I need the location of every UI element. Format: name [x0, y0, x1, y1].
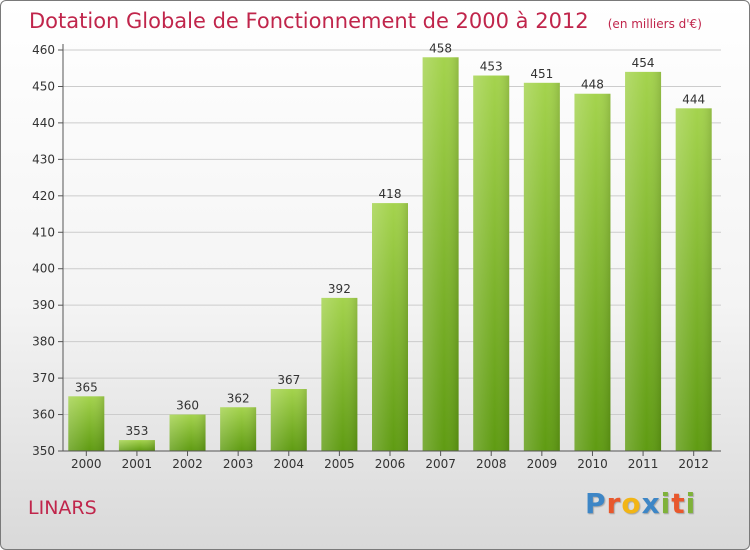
value-labels: 365 353 360 362 367 392 418 458 453 451 448 454 444 [75, 41, 705, 438]
bar-shade-2007 [422, 57, 459, 452]
y-tick-label: 370 [32, 371, 55, 385]
bar-shade-2012 [675, 108, 712, 451]
bar-shade-2000 [68, 396, 105, 451]
value-label-2002: 360 [176, 399, 199, 413]
logo-letter: r [606, 487, 622, 520]
x-tick-label: 2004 [273, 457, 304, 471]
commune-name: LINARS [28, 497, 97, 519]
bar-shade-2004 [270, 389, 307, 451]
logo-letter: P [585, 487, 607, 520]
bar-shade-2001 [118, 440, 155, 451]
value-label-2012: 444 [682, 92, 705, 106]
y-tick-label: 350 [32, 444, 55, 458]
bar-shade-2006 [372, 203, 408, 451]
value-label-2003: 362 [227, 391, 250, 405]
y-tick-label: 430 [32, 152, 55, 166]
x-tick-label: 2001 [122, 457, 153, 471]
value-label-2006: 418 [379, 187, 402, 201]
y-tick-label: 440 [32, 116, 55, 130]
x-tick-label: 2008 [476, 457, 507, 471]
x-tick-label: 2003 [223, 457, 254, 471]
bar-shade-2005 [321, 297, 358, 451]
value-label-2010: 448 [581, 78, 604, 92]
x-tick-label: 2000 [71, 457, 102, 471]
y-tick-label: 410 [32, 225, 55, 239]
value-label-2009: 451 [530, 67, 553, 81]
x-tick-label: 2002 [172, 457, 203, 471]
value-label-2001: 353 [125, 424, 148, 438]
value-label-2008: 453 [480, 60, 503, 74]
y-tick-label: 390 [32, 298, 55, 312]
value-label-2004: 367 [277, 373, 300, 387]
proxiti-logo: Proxiti [585, 487, 696, 520]
value-label-2011: 454 [632, 56, 655, 70]
chart-title: Dotation Globale de Fonctionnement de 20… [29, 9, 702, 33]
logo-letter: i [660, 487, 672, 520]
axes: 350 360 370 380 390 400 410 420 430 440 450 460 2000… [32, 43, 721, 471]
logo-letter: o [621, 487, 642, 520]
value-label-2007: 458 [429, 41, 452, 55]
bars [68, 57, 712, 452]
x-tick-label: 2005 [324, 457, 355, 471]
y-tick-label: 420 [32, 189, 55, 203]
x-tick-label: 2010 [577, 457, 608, 471]
y-tick-label: 460 [32, 43, 55, 57]
bar-shade-2011 [625, 71, 662, 451]
bar-shade-2008 [473, 75, 510, 451]
y-tick-label: 450 [32, 79, 55, 93]
value-label-2005: 392 [328, 282, 351, 296]
x-tick-label: 2006 [375, 457, 406, 471]
x-tick-label: 2012 [678, 457, 709, 471]
y-tick-label: 400 [32, 262, 55, 276]
bar-shade-2010 [574, 93, 611, 451]
x-tick-label: 2007 [425, 457, 456, 471]
chart-unit-note: (en milliers d'€) [607, 17, 702, 31]
y-tick-label: 380 [32, 335, 55, 349]
logo-letter: i [685, 487, 697, 520]
chart-main-title: Dotation Globale de Fonctionnement de 20… [29, 9, 589, 33]
logo-letter: x [641, 487, 661, 520]
x-tick-label: 2011 [628, 457, 659, 471]
bar-shade-2002 [169, 414, 206, 451]
y-tick-label: 360 [32, 408, 55, 422]
bar-shade-2009 [523, 82, 560, 452]
bar-shade-2003 [220, 407, 257, 451]
logo-letter: t [671, 487, 686, 520]
value-label-2000: 365 [75, 380, 98, 394]
x-tick-label: 2009 [527, 457, 558, 471]
